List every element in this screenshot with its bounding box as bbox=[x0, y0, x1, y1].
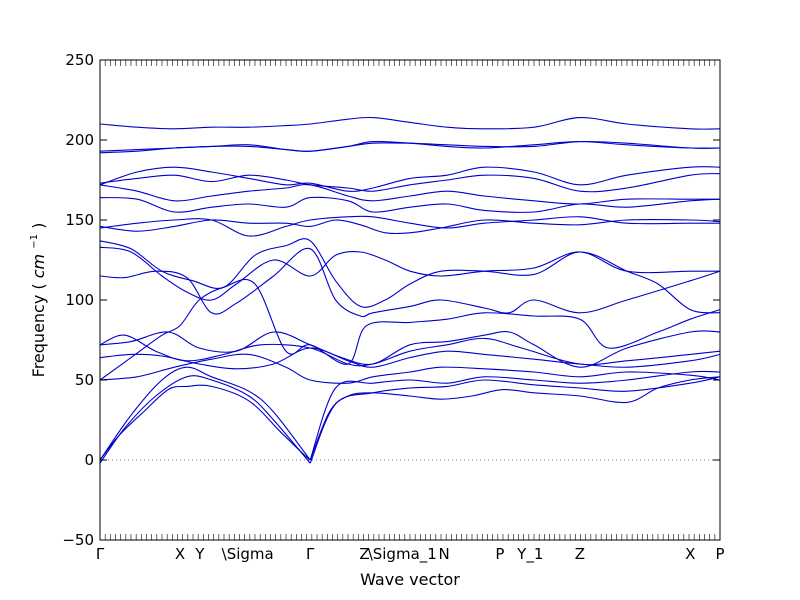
band-line-19 bbox=[99, 173, 721, 193]
y-tick-label: 0 bbox=[84, 451, 94, 469]
y-axis-title-text: Frequency bbox=[29, 295, 48, 378]
band-line-14 bbox=[99, 246, 720, 301]
band-line-2 bbox=[309, 376, 721, 461]
band-line-8 bbox=[99, 347, 721, 370]
x-tick-label-7: \Sigma_1 bbox=[368, 545, 437, 564]
y-tick-label: 150 bbox=[65, 211, 94, 229]
y-axis-title-close-paren: ) bbox=[29, 223, 48, 229]
band-line-13 bbox=[99, 238, 721, 314]
x-tick-label-6: Z bbox=[359, 545, 369, 563]
x-tick-label-12: X bbox=[685, 545, 695, 563]
band-line-4 bbox=[309, 376, 721, 464]
band-line-18 bbox=[99, 183, 720, 205]
y-axis-unit-base: cm bbox=[29, 254, 48, 278]
x-axis-ticks: Γ X Y \Sigma Γ Z\Sigma_1 N P Y_1 Z X P bbox=[96, 60, 725, 564]
band-line-5 bbox=[99, 366, 311, 461]
y-axis-title-open-paren: ( bbox=[29, 283, 48, 289]
x-tick-label-9: P bbox=[495, 545, 504, 563]
band-line-12 bbox=[99, 247, 721, 318]
band-line-16 bbox=[99, 215, 720, 237]
band-line-6 bbox=[309, 370, 721, 461]
band-line-1 bbox=[99, 384, 311, 461]
x-tick-label-5: Γ bbox=[306, 545, 315, 563]
band-line-3 bbox=[99, 375, 311, 464]
band-line-9 bbox=[99, 334, 721, 367]
x-tick-label-13: P bbox=[715, 545, 724, 563]
y-axis-title: Frequency ( cm −1 ) bbox=[22, 223, 48, 378]
band-lines bbox=[99, 116, 721, 464]
y-tick-label: 250 bbox=[65, 51, 94, 69]
band-line-10 bbox=[99, 330, 721, 368]
y-tick-label: −50 bbox=[62, 531, 94, 549]
band-line-7 bbox=[99, 353, 721, 384]
band-line-23 bbox=[99, 116, 721, 130]
band-line-11 bbox=[99, 279, 721, 381]
y-axis-unit-exponent: −1 bbox=[29, 234, 40, 249]
x-tick-label-11: Z bbox=[575, 545, 585, 563]
y-tick-label: 50 bbox=[75, 371, 94, 389]
x-tick-label-8: N bbox=[438, 545, 449, 563]
y-tick-label: 200 bbox=[65, 131, 94, 149]
x-tick-label-2: X bbox=[175, 545, 185, 563]
band-line-15 bbox=[99, 219, 721, 235]
band-line-20 bbox=[99, 166, 721, 192]
x-tick-label-1: Γ bbox=[96, 545, 105, 563]
y-tick-label: 100 bbox=[65, 291, 94, 309]
x-axis-title: Wave vector bbox=[360, 570, 460, 589]
x-tick-label-3: Y bbox=[194, 545, 205, 563]
x-tick-label-4: \Sigma bbox=[222, 545, 274, 563]
band-line-17 bbox=[99, 196, 721, 213]
x-tick-label-10: Y_1 bbox=[516, 545, 543, 564]
y-axis-ticks: −50 0 50 100 150 200 250 bbox=[62, 51, 720, 549]
band-line-22 bbox=[99, 140, 721, 154]
